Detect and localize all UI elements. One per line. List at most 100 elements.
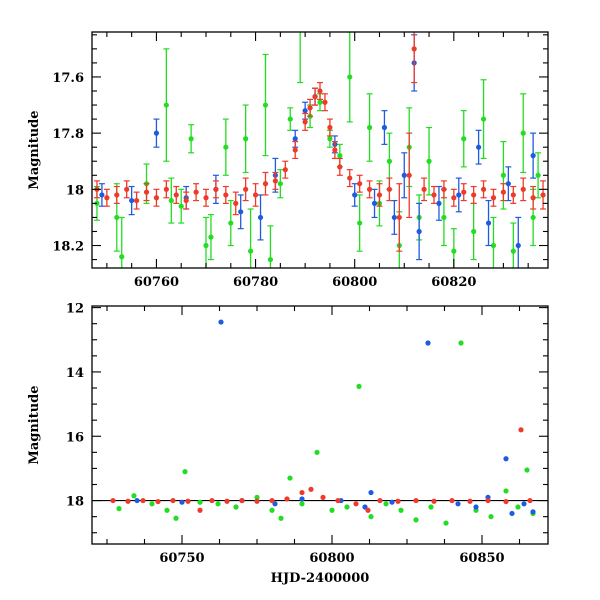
- x-tick-label: 60820: [431, 275, 476, 290]
- data-point: [353, 501, 359, 507]
- data-point: [530, 509, 536, 515]
- data-point: [520, 186, 526, 192]
- data-point: [471, 192, 477, 198]
- data-point: [254, 494, 260, 500]
- data-point: [168, 197, 174, 204]
- data-point: [413, 497, 419, 504]
- data-point: [530, 153, 536, 159]
- data-point: [203, 195, 209, 201]
- data-point: [344, 504, 350, 510]
- data-point: [490, 195, 497, 201]
- data-point: [490, 242, 497, 249]
- data-point: [357, 220, 363, 226]
- data-point: [327, 136, 333, 142]
- data-point: [329, 507, 335, 513]
- data-point: [307, 105, 313, 111]
- data-point: [143, 189, 150, 195]
- data-point: [441, 214, 447, 221]
- data-point: [320, 494, 326, 500]
- data-point: [116, 506, 122, 512]
- data-point: [155, 498, 161, 505]
- data-point: [114, 192, 120, 198]
- data-point: [476, 144, 482, 150]
- data-point: [278, 515, 284, 521]
- data-point: [451, 248, 457, 254]
- data-point: [223, 192, 229, 198]
- data-point: [365, 507, 371, 513]
- data-point: [243, 136, 249, 142]
- data-point: [467, 498, 473, 504]
- data-point: [356, 383, 362, 390]
- data-point: [371, 200, 378, 206]
- data-point: [153, 195, 160, 201]
- data-point: [282, 167, 288, 173]
- data-point: [455, 501, 461, 507]
- data-point: [182, 469, 188, 475]
- x-tick-label: 60760: [134, 275, 179, 290]
- data-point: [381, 124, 388, 131]
- data-point: [413, 517, 419, 523]
- data-point: [188, 136, 194, 142]
- data-point: [153, 130, 160, 136]
- data-point: [395, 498, 401, 504]
- data-point: [327, 124, 333, 131]
- data-point: [129, 197, 135, 204]
- data-point: [515, 504, 521, 510]
- data-point: [518, 427, 524, 433]
- data-point: [302, 119, 308, 125]
- data-point: [480, 186, 487, 192]
- data-point: [298, 24, 303, 29]
- data-point: [485, 220, 492, 226]
- data-point: [308, 486, 314, 492]
- data-point: [233, 200, 239, 206]
- data-point: [368, 514, 374, 520]
- data-point: [134, 197, 140, 204]
- data-point: [449, 497, 455, 504]
- data-point: [287, 475, 293, 481]
- data-point: [425, 340, 431, 346]
- x-tick-label: 60800: [332, 275, 377, 290]
- data-point: [401, 172, 407, 178]
- data-point: [233, 504, 239, 510]
- data-point: [396, 214, 402, 221]
- y-tick-label: 17.6: [52, 71, 84, 86]
- data-point: [110, 497, 116, 504]
- data-point: [391, 214, 397, 221]
- data-point: [421, 186, 427, 192]
- data-point: [416, 228, 422, 235]
- data-point: [224, 498, 230, 504]
- data-point: [509, 510, 515, 517]
- series-0: [116, 340, 536, 526]
- series-1: [98, 34, 537, 268]
- data-point: [215, 501, 221, 507]
- data-point: [540, 192, 546, 198]
- data-point: [314, 449, 320, 455]
- data-point: [292, 136, 298, 142]
- data-point: [267, 256, 274, 263]
- data-point: [170, 497, 176, 504]
- y-tick-label: 17.8: [52, 127, 84, 142]
- data-point: [503, 488, 509, 494]
- data-point: [480, 116, 487, 122]
- data-point: [368, 489, 374, 496]
- data-point: [243, 186, 249, 192]
- series-0: [93, 24, 542, 268]
- data-point: [197, 499, 203, 505]
- data-point: [431, 192, 437, 198]
- series-2: [110, 427, 533, 513]
- data-point: [269, 507, 275, 513]
- data-point: [299, 501, 305, 507]
- data-point: [238, 209, 244, 215]
- data-point: [357, 181, 363, 187]
- data-point: [510, 192, 516, 198]
- data-point: [436, 200, 442, 206]
- y-tick-label: 18: [66, 495, 84, 510]
- x-axis-label: HJD-2400000: [271, 571, 370, 586]
- data-point: [208, 234, 214, 240]
- data-point: [164, 507, 170, 513]
- data-area: [92, 319, 548, 526]
- data-point: [197, 507, 203, 513]
- data-point: [257, 214, 264, 221]
- data-point: [347, 74, 353, 80]
